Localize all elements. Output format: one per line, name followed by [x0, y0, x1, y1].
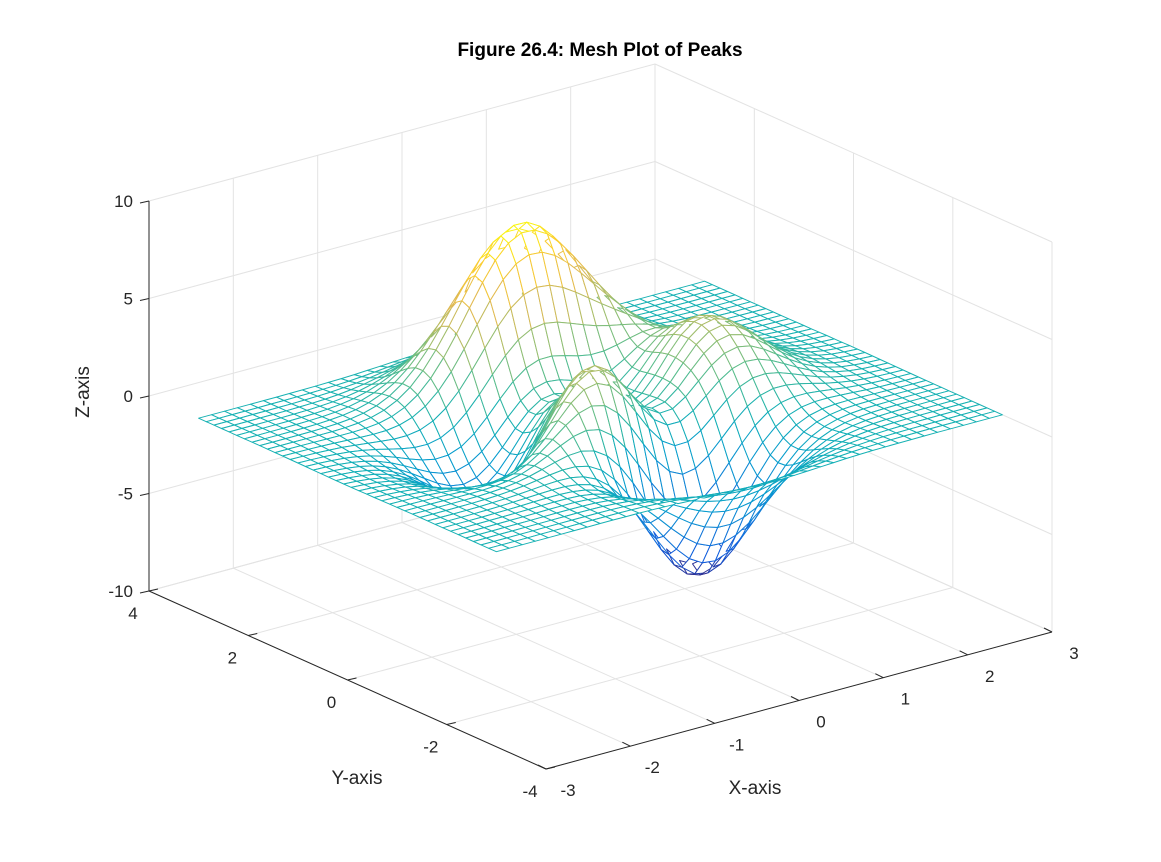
x-tick-labels: -3 -2 -1 0 1 2 3 — [560, 644, 1078, 800]
grid-line — [654, 161, 1053, 340]
z-tick-label: 5 — [124, 290, 133, 309]
z-tick-label: -5 — [118, 485, 133, 504]
x-tick-label: -3 — [560, 781, 575, 800]
z-axis-label: Z-axis — [73, 366, 94, 418]
x-tick-mark — [790, 696, 800, 701]
z-tick-mark — [139, 590, 150, 594]
mesh-surface — [198, 221, 1003, 576]
y-tick-label: 2 — [228, 649, 237, 668]
x-tick-label: -2 — [645, 758, 660, 777]
z-tick-label: 10 — [114, 192, 133, 211]
z-tick-mark — [139, 493, 150, 496]
z-tick-mark — [139, 298, 150, 301]
y-tick-mark — [347, 677, 357, 681]
x-tick-label: 1 — [901, 690, 910, 709]
x-axis-label: X-axis — [729, 778, 782, 799]
x-tick-label: 3 — [1069, 644, 1078, 663]
mesh-cell — [981, 410, 1003, 419]
x-tick-mark — [959, 650, 968, 656]
x-tick-label: 0 — [816, 713, 825, 732]
grid-line — [347, 542, 854, 681]
z-tick-mark — [139, 200, 150, 204]
axes-lines — [139, 200, 1053, 770]
y-tick-label: -2 — [423, 738, 438, 757]
y-tick-mark — [148, 588, 159, 592]
x-tick-mark — [875, 673, 884, 679]
x-tick-label: 2 — [985, 667, 994, 686]
y-tick-mark — [248, 633, 258, 636]
x-tick-mark — [1043, 627, 1053, 633]
grid-line — [654, 63, 1053, 243]
grid-line — [148, 63, 656, 202]
x-tick-mark — [537, 764, 547, 770]
y-tick-mark — [545, 766, 556, 770]
x-tick-mark — [706, 718, 715, 724]
z-tick-label: 0 — [124, 387, 133, 406]
grid-line — [148, 161, 656, 299]
grid-line — [446, 587, 953, 725]
chart-title: Figure 26.4: Mesh Plot of Peaks — [457, 40, 742, 61]
z-tick-label: -10 — [108, 582, 133, 601]
y-tick-labels: -4 -2 0 2 4 — [128, 604, 537, 801]
y-tick-label: 4 — [128, 604, 137, 623]
y-tick-label: -4 — [522, 782, 537, 801]
x-tick-mark — [622, 741, 631, 747]
y-tick-label: 0 — [327, 693, 336, 712]
y-tick-mark — [446, 722, 456, 725]
x-tick-label: -1 — [729, 735, 744, 754]
z-tick-labels: -10 -5 0 5 10 — [108, 192, 133, 601]
y-axis-label: Y-axis — [331, 768, 382, 789]
z-tick-mark — [139, 395, 150, 399]
